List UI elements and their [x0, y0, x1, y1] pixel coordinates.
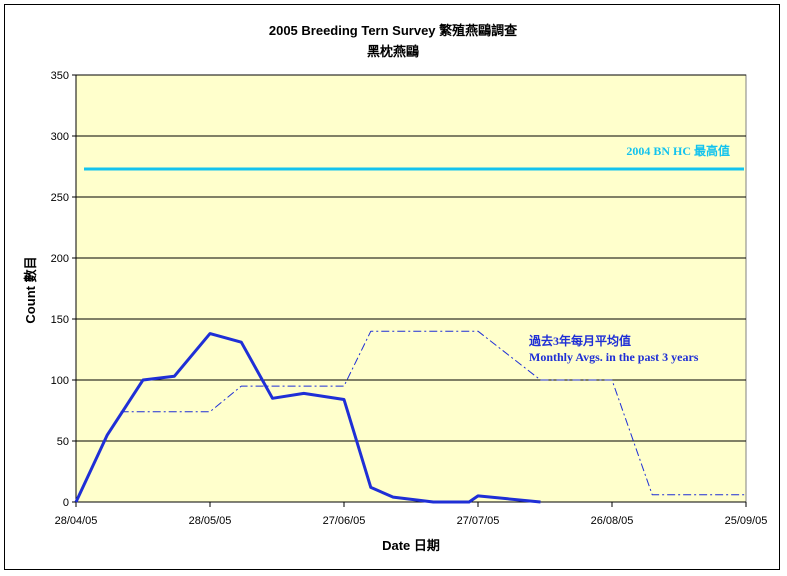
y-axis-label: Count 數目	[23, 256, 38, 323]
chart-title: 2005 Breeding Tern Survey 繁殖燕鷗調查	[269, 23, 518, 38]
series-lines	[74, 330, 746, 504]
monthly-avg-annotation-en: Monthly Avgs. in the past 3 years	[529, 350, 699, 364]
x-axis-ticks: 28/04/05 28/05/05 27/06/05 27/07/05 26/08/05…	[55, 501, 768, 527]
y-tick-label: 150	[51, 314, 69, 326]
y-tick-label: 350	[51, 70, 69, 82]
y-tick-label: 300	[51, 131, 69, 143]
y-tick-label: 250	[51, 192, 69, 204]
y-tick-label: 200	[51, 253, 69, 265]
y-axis-ticks: 0 50 100 150 200 250 300 350	[51, 70, 77, 509]
reference-line-label: 2004 BN HC 最高值	[626, 143, 730, 158]
y-tick-label: 0	[63, 497, 69, 509]
x-tick-label: 27/07/05	[457, 515, 500, 527]
chart-subtitle: 黑枕燕鷗	[367, 44, 419, 59]
y-tick-label: 50	[57, 436, 69, 448]
series-line-2005-count	[74, 332, 541, 504]
series-line-monthly-avg	[120, 330, 746, 496]
x-tick-label: 28/04/05	[55, 515, 98, 527]
x-tick-label: 25/09/05	[725, 515, 768, 527]
monthly-avg-annotation-zh: 過去3年每月平均值	[528, 333, 631, 348]
x-tick-label: 28/05/05	[189, 515, 232, 527]
x-tick-label: 26/08/05	[591, 515, 634, 527]
y-tick-label: 100	[51, 375, 69, 387]
x-tick-label: 27/06/05	[323, 515, 366, 527]
plot-area	[75, 74, 747, 503]
x-axis-label: Date 日期	[382, 538, 440, 553]
